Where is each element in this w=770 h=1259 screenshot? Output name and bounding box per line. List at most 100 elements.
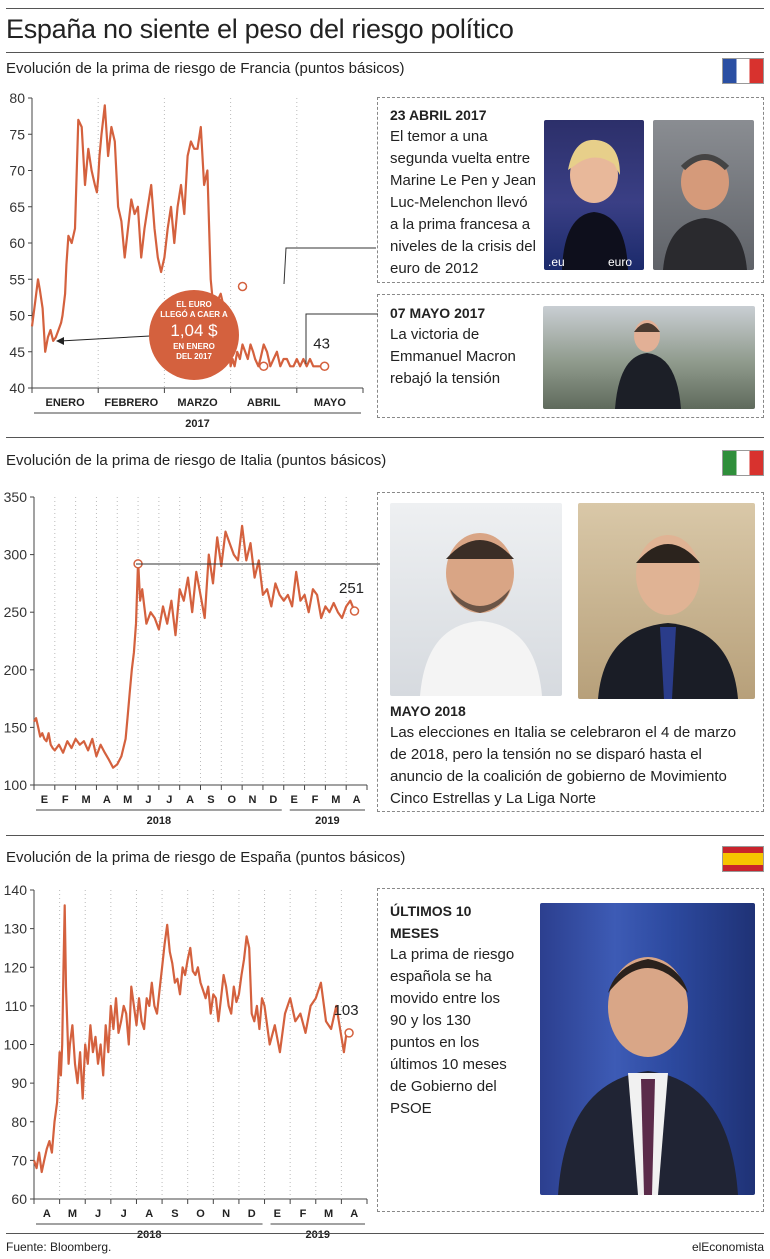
callout-value: 1,04 $ [170,321,218,340]
y-tick-label: 80 [9,90,25,106]
macron-photo [543,306,755,409]
euro-callout-badge: EL EURO LLEGÓ A CAER A 1,04 $ EN ENERO D… [149,290,239,380]
annotation-heading: ÚLTIMOS 10 MESES [390,903,472,941]
france-leader-line-1 [283,247,376,285]
x-tick-label: A [43,1208,51,1220]
spain-chart: 60 70 80 90 100 110 120 130 140 A M J J A S O N D E F M A 2018… [4,882,368,1239]
y-tick-label: 140 [4,882,28,898]
spain-flag-icon [722,846,764,872]
april-marker [237,281,248,292]
person-icon: .eu euro [548,139,632,270]
x-tick-label: A [145,1208,153,1220]
annotation-text: La victoria de Emmanuel Macron rebajó la… [390,326,516,387]
x-tick-label: F [300,1208,307,1220]
annotation-heading: 07 MAYO 2017 [390,305,486,321]
x-tick-label: E [290,794,297,806]
france-subtitle: Evolución de la prima de riesgo de Franc… [6,60,405,77]
y-tick-label: 45 [9,344,25,360]
annotation-text: Las elecciones en Italia se celebraron e… [390,724,737,807]
x-tick-label: O [227,794,236,806]
callout-line2: LLEGÓ A CAER A [160,310,228,319]
series-line [33,524,356,769]
y-tick-label: 65 [9,199,25,215]
title-rule [6,52,764,53]
y-tick-label: 200 [4,662,28,678]
x-tick-label: M [324,1208,333,1220]
x-tick-label: S [171,1208,178,1220]
x-tick-label: A [103,794,111,806]
x-tick-label: MAYO [314,397,346,409]
last-point-marker [344,1028,354,1038]
italy-subtitle: Evolución de la prima de riesgo de Itali… [6,452,387,469]
may-marker [258,361,269,371]
year-label: 2019 [315,815,339,827]
person-icon [615,320,681,409]
series-line [30,104,325,368]
series-line [32,904,350,1174]
x-tick-label: M [68,1208,77,1220]
x-tick-label: E [41,794,48,806]
italy-leader-line [136,563,380,565]
y-tick-label: 120 [4,959,28,975]
x-tick-label: S [207,794,214,806]
y-tick-label: 250 [4,604,28,620]
year-label: 2017 [185,418,209,430]
x-tick-label: F [312,794,319,806]
x-tick-label: J [95,1208,101,1220]
x-tick-label: FEBRERO [104,397,158,409]
y-tick-label: 300 [4,547,28,563]
last-value-label: 43 [313,335,330,352]
last-value-label: 251 [339,580,364,597]
last-point-marker [319,361,330,371]
x-tick-label: O [196,1208,205,1220]
x-tick-label: J [121,1208,127,1220]
annotation-text: El temor a una segunda vuelta entre Mari… [390,128,536,277]
x-tick-label: M [123,794,132,806]
callout-line1: EL EURO [176,300,212,309]
annotation-heading: MAYO 2018 [390,703,466,719]
person-icon [558,957,738,1195]
y-tick-label: 60 [11,1191,27,1207]
spain-annotation: ÚLTIMOS 10 MESES La prima de riesgo espa… [390,900,520,1120]
france-leader-line-2 [305,313,378,364]
svg-text:.eu: .eu [548,255,565,269]
y-tick-label: 350 [4,489,28,505]
x-tick-label: N [222,1208,230,1220]
svg-text:euro: euro [608,255,632,269]
year-label: 2019 [306,1229,330,1239]
top-rule [6,8,764,9]
x-tick-label: D [269,794,277,806]
x-tick-label: J [166,794,172,806]
x-tick-label: A [186,794,194,806]
y-tick-label: 90 [11,1075,27,1091]
france-annotation-box-1 [377,97,764,283]
person-icon [663,154,747,270]
france-annotation-box-2 [377,294,764,418]
di-maio-photo [578,503,755,699]
annotation-text: La prima de riesgo española se ha movido… [390,946,515,1117]
x-tick-label: J [145,794,151,806]
y-tick-label: 70 [11,1152,27,1168]
x-tick-label: N [249,794,257,806]
y-tick-label: 55 [9,271,25,287]
france-annotation-2: 07 MAYO 2017 La victoria de Emmanuel Mac… [390,302,535,390]
spain-subtitle: Evolución de la prima de riesgo de Españ… [6,849,406,866]
callout-line3: EN ENERO [173,342,215,351]
spain-annotation-box [377,888,764,1212]
france-chart: 40 45 50 55 60 65 70 75 80 ENERO FEBRERO MARZO ABRIL… [9,90,364,430]
melenchon-photo [653,120,754,270]
x-tick-label: MARZO [177,397,218,409]
salvini-photo [390,503,562,696]
france-annotation-1: 23 ABRIL 2017 El temor a una segunda vue… [390,104,538,280]
last-value-label: 103 [334,1002,359,1019]
footer-rule [6,1233,764,1234]
x-tick-label: ABRIL [247,397,281,409]
person-icon [420,533,542,696]
x-tick-label: D [248,1208,256,1220]
y-tick-label: 80 [11,1114,27,1130]
le-pen-photo: .eu euro [544,120,644,270]
annotation-heading: 23 ABRIL 2017 [390,107,487,123]
y-tick-label: 70 [9,163,25,179]
y-tick-label: 100 [4,1037,28,1053]
